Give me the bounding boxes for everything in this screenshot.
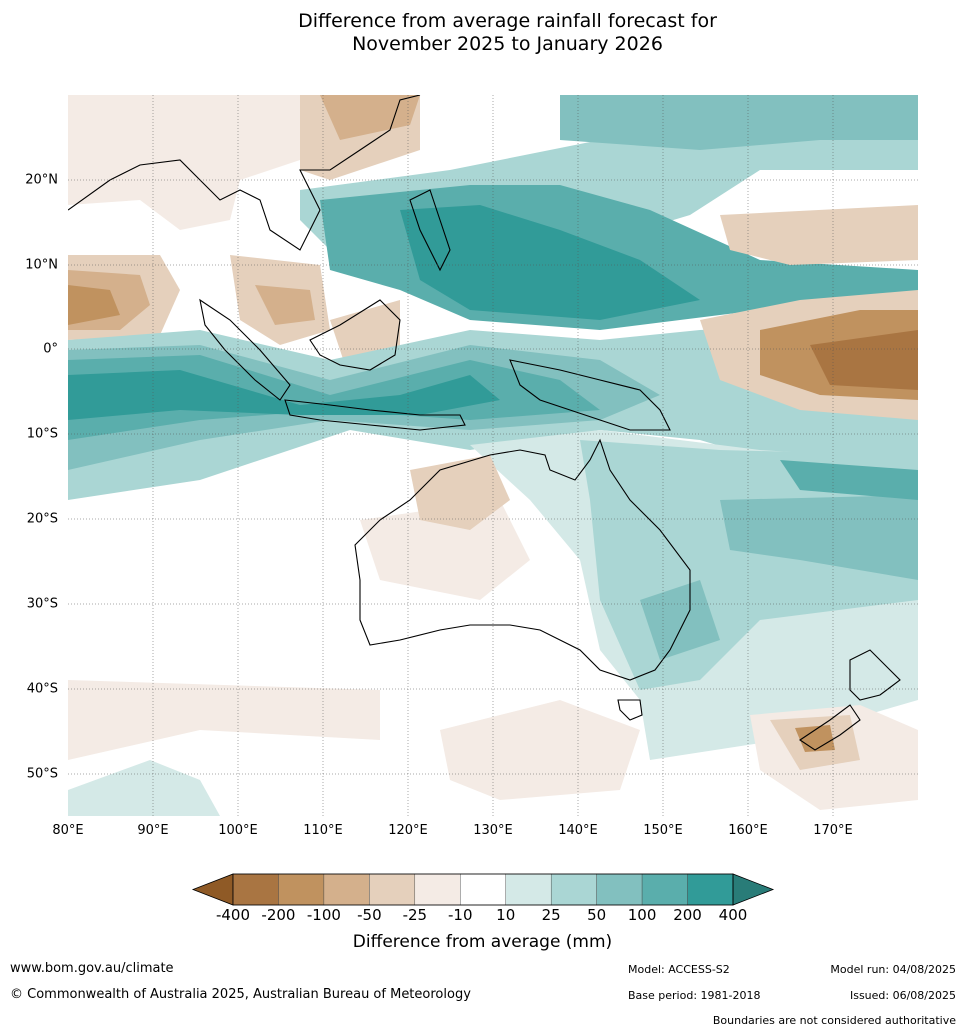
map-title: Difference from average rainfall forecas…	[0, 10, 965, 56]
footer-model-run: Model run: 04/08/2025	[830, 963, 956, 976]
lon-label: 140°E	[558, 823, 598, 838]
lon-label: 120°E	[388, 823, 428, 838]
colorbar-tick-label: -400	[215, 906, 251, 924]
colorbar-segment	[596, 873, 643, 906]
coastlines	[68, 95, 901, 751]
colorbar-outline	[232, 873, 734, 906]
footer-model: Model: ACCESS-S2	[628, 963, 730, 976]
colorbar-segment	[460, 873, 506, 906]
colorbar-segment	[687, 873, 734, 906]
footer-base-period: Base period: 1981-2018	[628, 989, 761, 1002]
lat-label: 50°S	[26, 766, 58, 782]
colorbar-arrow-high	[732, 873, 775, 906]
title-line-1: Difference from average rainfall forecas…	[298, 10, 717, 32]
colorbar-segment	[505, 873, 552, 906]
footer-url[interactable]: www.bom.gov.au/climate	[10, 961, 174, 976]
colorbar-tick-label: -100	[306, 906, 341, 924]
lon-label: 110°E	[303, 823, 343, 838]
lon-label: 150°E	[643, 823, 683, 838]
rainfall-anomaly-field	[68, 95, 918, 816]
lon-label: 90°E	[137, 823, 169, 838]
colorbar-tick-label: -200	[261, 906, 296, 924]
footer-copyright: © Commonwealth of Australia 2025, Austra…	[10, 987, 471, 1002]
colorbar-tick-label: 100	[627, 906, 657, 924]
lat-label: 30°S	[26, 596, 58, 612]
lon-label: 80°E	[52, 823, 84, 838]
colorbar-segment	[369, 873, 416, 906]
colorbar-tick-label: -10	[448, 906, 473, 924]
colorbar-label: Difference from average (mm)	[352, 932, 613, 952]
colorbar	[191, 873, 775, 906]
lat-label: 20°N	[25, 172, 58, 188]
colorbar-segment	[323, 873, 370, 906]
colorbar-segment	[641, 873, 688, 906]
colorbar-tick-label: 25	[541, 906, 561, 924]
lon-label: 100°E	[218, 823, 258, 838]
colorbar-tick-label: -25	[402, 906, 428, 924]
footer-boundaries-note: Boundaries are not considered authoritat…	[712, 1014, 956, 1027]
colorbar-segment	[232, 873, 279, 906]
title-line-2: November 2025 to January 2026	[352, 33, 663, 55]
lat-label: 40°S	[26, 681, 58, 697]
footer-issued: Issued: 06/08/2025	[849, 989, 956, 1002]
lat-label: 20°S	[26, 511, 58, 527]
colorbar-segment	[550, 873, 597, 906]
colorbar-segment	[414, 873, 461, 906]
colorbar-arrow-low	[191, 873, 234, 906]
colorbar-segment	[278, 873, 325, 906]
lat-label: 10°N	[25, 257, 58, 273]
lon-label: 160°E	[728, 823, 768, 838]
colorbar-tick-label: 400	[718, 906, 748, 924]
graticule	[68, 95, 918, 816]
colorbar-tick-label: -50	[357, 906, 382, 924]
lat-label: 10°S	[26, 426, 58, 442]
colorbar-tick-label: 10	[496, 906, 516, 924]
lon-label: 170°E	[813, 823, 853, 838]
colorbar-tick-label: 200	[673, 906, 702, 924]
colorbar-tick-label: 50	[587, 906, 607, 924]
lat-label: 0°	[43, 341, 58, 357]
lon-label: 130°E	[473, 823, 513, 838]
